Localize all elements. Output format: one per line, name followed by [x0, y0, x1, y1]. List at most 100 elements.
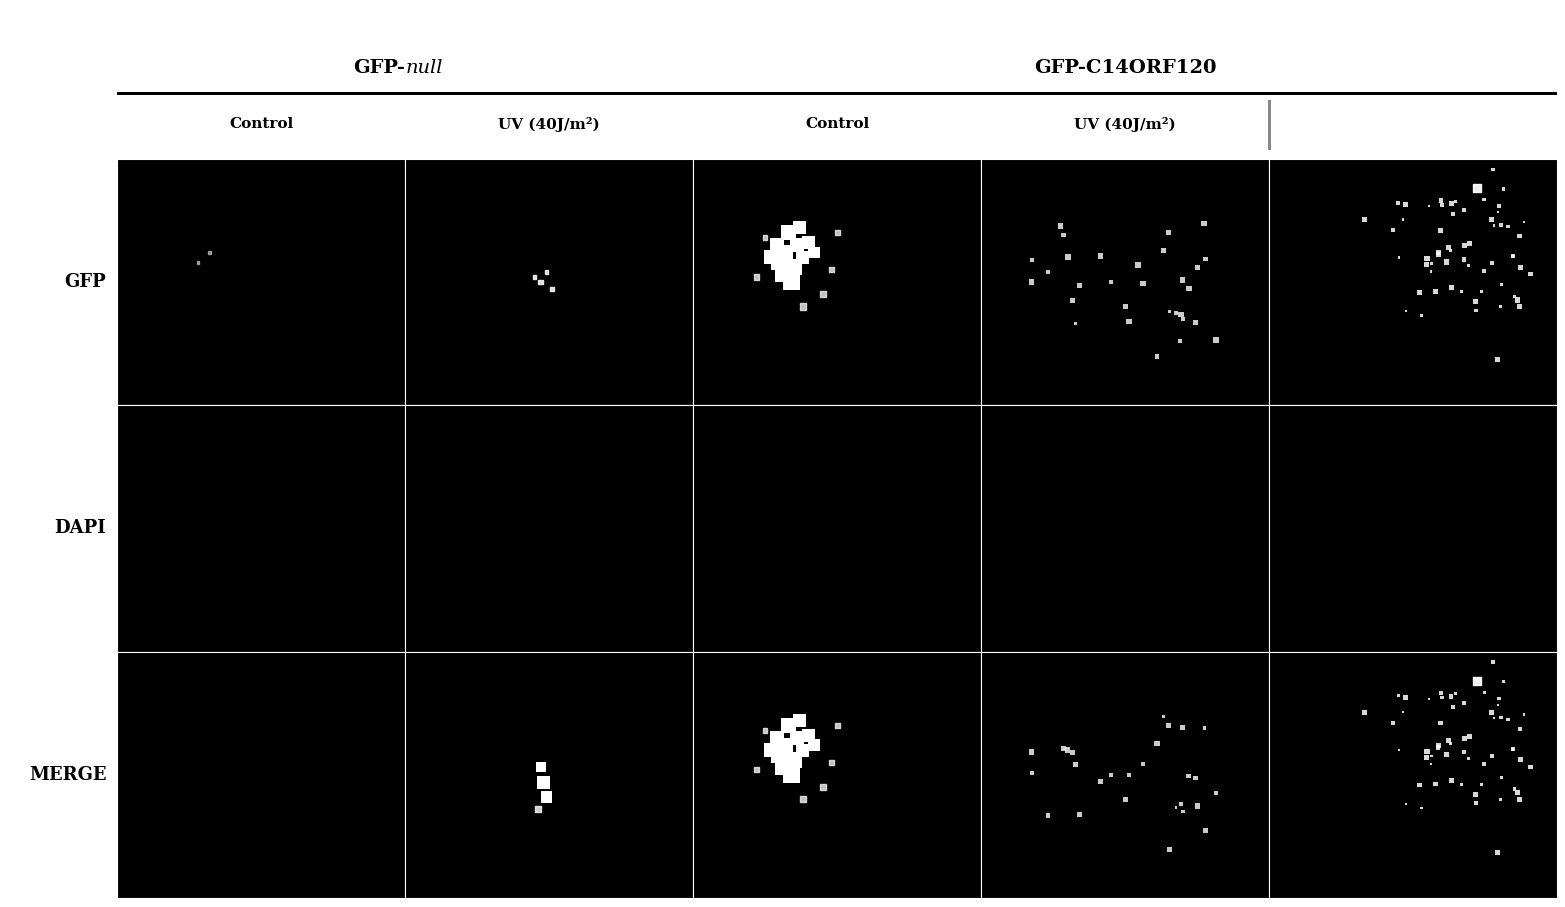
- Point: [1055, 250, 1080, 265]
- Point: [1113, 299, 1138, 314]
- Point: [1507, 229, 1532, 243]
- Point: [1507, 721, 1532, 736]
- Point: [1419, 748, 1444, 763]
- Point: [1099, 767, 1124, 782]
- Point: [1437, 734, 1462, 748]
- Point: [1116, 315, 1141, 329]
- Point: [770, 760, 795, 775]
- Point: [1488, 218, 1513, 232]
- Point: [1393, 690, 1418, 705]
- Point: [1470, 285, 1495, 299]
- Point: [743, 269, 768, 284]
- Point: [1407, 285, 1432, 299]
- Point: [1491, 674, 1516, 688]
- Point: [1415, 744, 1440, 758]
- Point: [1415, 750, 1440, 765]
- Point: [784, 238, 809, 252]
- Point: [1099, 275, 1124, 289]
- Point: [527, 760, 552, 775]
- Point: [1463, 674, 1488, 688]
- Point: [1415, 251, 1440, 266]
- Point: [1088, 775, 1113, 789]
- Point: [1049, 219, 1074, 233]
- Point: [1144, 736, 1169, 751]
- Point: [1463, 295, 1488, 309]
- Point: [770, 268, 795, 282]
- Point: [1429, 690, 1454, 705]
- Point: [1418, 757, 1443, 772]
- Point: [1480, 655, 1506, 669]
- Point: [1452, 252, 1477, 267]
- Point: [1067, 807, 1092, 822]
- Point: [1060, 746, 1085, 760]
- Point: [1019, 745, 1044, 759]
- Point: [1471, 757, 1496, 772]
- Point: [1063, 317, 1088, 331]
- Point: [1480, 162, 1506, 177]
- Point: [1055, 743, 1080, 757]
- Point: [1479, 256, 1504, 270]
- Point: [1463, 795, 1488, 810]
- Point: [1380, 222, 1405, 237]
- Point: [1455, 258, 1480, 273]
- Point: [1019, 766, 1044, 780]
- Point: [767, 747, 792, 762]
- Point: [1471, 685, 1496, 699]
- Point: [1443, 194, 1468, 209]
- Point: [1130, 756, 1155, 771]
- Point: [1502, 782, 1527, 796]
- Point: [1506, 785, 1531, 800]
- Point: [1183, 771, 1208, 785]
- Point: [1509, 259, 1534, 274]
- Point: [1449, 285, 1474, 299]
- Point: [1509, 753, 1534, 767]
- Point: [1157, 718, 1182, 733]
- Point: [1440, 280, 1465, 295]
- Point: [1440, 207, 1465, 221]
- Point: [1438, 197, 1463, 211]
- Point: [1451, 203, 1476, 218]
- Point: [1426, 246, 1451, 260]
- Point: [1488, 792, 1513, 806]
- Point: [1163, 306, 1188, 320]
- Point: [797, 728, 822, 743]
- Point: [1183, 316, 1208, 330]
- Point: [1485, 353, 1510, 367]
- Point: [811, 287, 836, 301]
- Point: [1063, 757, 1088, 772]
- Point: [1440, 773, 1465, 787]
- Point: [1463, 181, 1488, 196]
- Point: [790, 250, 815, 265]
- Point: [1191, 721, 1216, 736]
- Point: [1485, 205, 1510, 219]
- Point: [1036, 808, 1061, 823]
- Point: [1507, 792, 1532, 806]
- Point: [1193, 823, 1218, 837]
- Point: [1152, 709, 1177, 724]
- Point: [1144, 349, 1169, 364]
- Point: [1471, 192, 1496, 207]
- Point: [1501, 742, 1526, 756]
- Point: [1394, 304, 1419, 318]
- Point: [1157, 226, 1182, 240]
- Point: [1116, 768, 1141, 783]
- Text: null: null: [405, 59, 443, 77]
- Point: [1171, 805, 1196, 819]
- Point: [1125, 258, 1150, 272]
- Point: [790, 743, 815, 757]
- Point: [787, 220, 812, 235]
- Point: [1193, 252, 1218, 267]
- Point: [1452, 731, 1477, 746]
- Point: [1429, 198, 1454, 212]
- Point: [759, 743, 784, 757]
- Point: [1394, 797, 1419, 812]
- Point: [1408, 307, 1434, 322]
- Point: [1088, 249, 1113, 263]
- Point: [1438, 689, 1463, 704]
- Point: [759, 250, 784, 265]
- Point: [773, 738, 798, 753]
- Point: [1191, 216, 1216, 230]
- Point: [1507, 299, 1532, 314]
- Text: GFP: GFP: [64, 273, 106, 291]
- Point: [1387, 743, 1412, 757]
